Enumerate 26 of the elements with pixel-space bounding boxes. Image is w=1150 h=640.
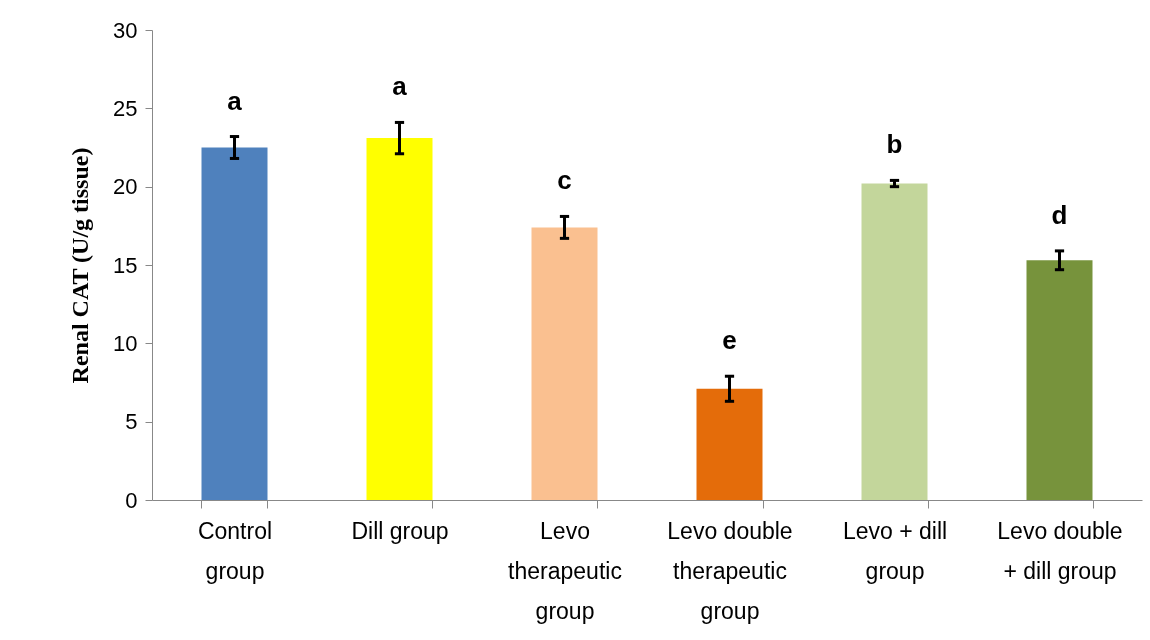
bar (531, 227, 598, 500)
y-tick-label: 10 (113, 330, 138, 356)
annotation: c (557, 165, 572, 196)
bar (1026, 260, 1093, 500)
y-tick-label: 25 (113, 95, 138, 121)
bar (696, 388, 763, 500)
bar (861, 183, 928, 500)
annotation: d (1051, 199, 1068, 230)
x-tick-label: Control group (197, 517, 273, 584)
annotation: e (722, 325, 737, 356)
y-axis-title: Renal CAT (U/g tissue) (67, 147, 94, 384)
y-tick-label: 30 (113, 17, 138, 43)
y-tick-label: 5 (125, 409, 138, 435)
x-tick-label: Levo double therapeutic group (667, 517, 793, 624)
y-tick-label: 20 (113, 174, 138, 200)
annotation: b (886, 129, 903, 160)
y-tick-label: 0 (125, 487, 138, 513)
x-tick-label: Dill group (351, 517, 449, 544)
x-tick-label: Levo double + dill group (997, 517, 1123, 584)
bar (366, 138, 433, 500)
bar (201, 147, 268, 500)
x-tick-label: Levo therapeutic group (508, 517, 622, 624)
x-tick-label: Levo + dill group (842, 517, 948, 584)
annotation: a (392, 71, 408, 102)
annotation: a (227, 85, 243, 116)
y-tick-label: 15 (113, 252, 138, 278)
